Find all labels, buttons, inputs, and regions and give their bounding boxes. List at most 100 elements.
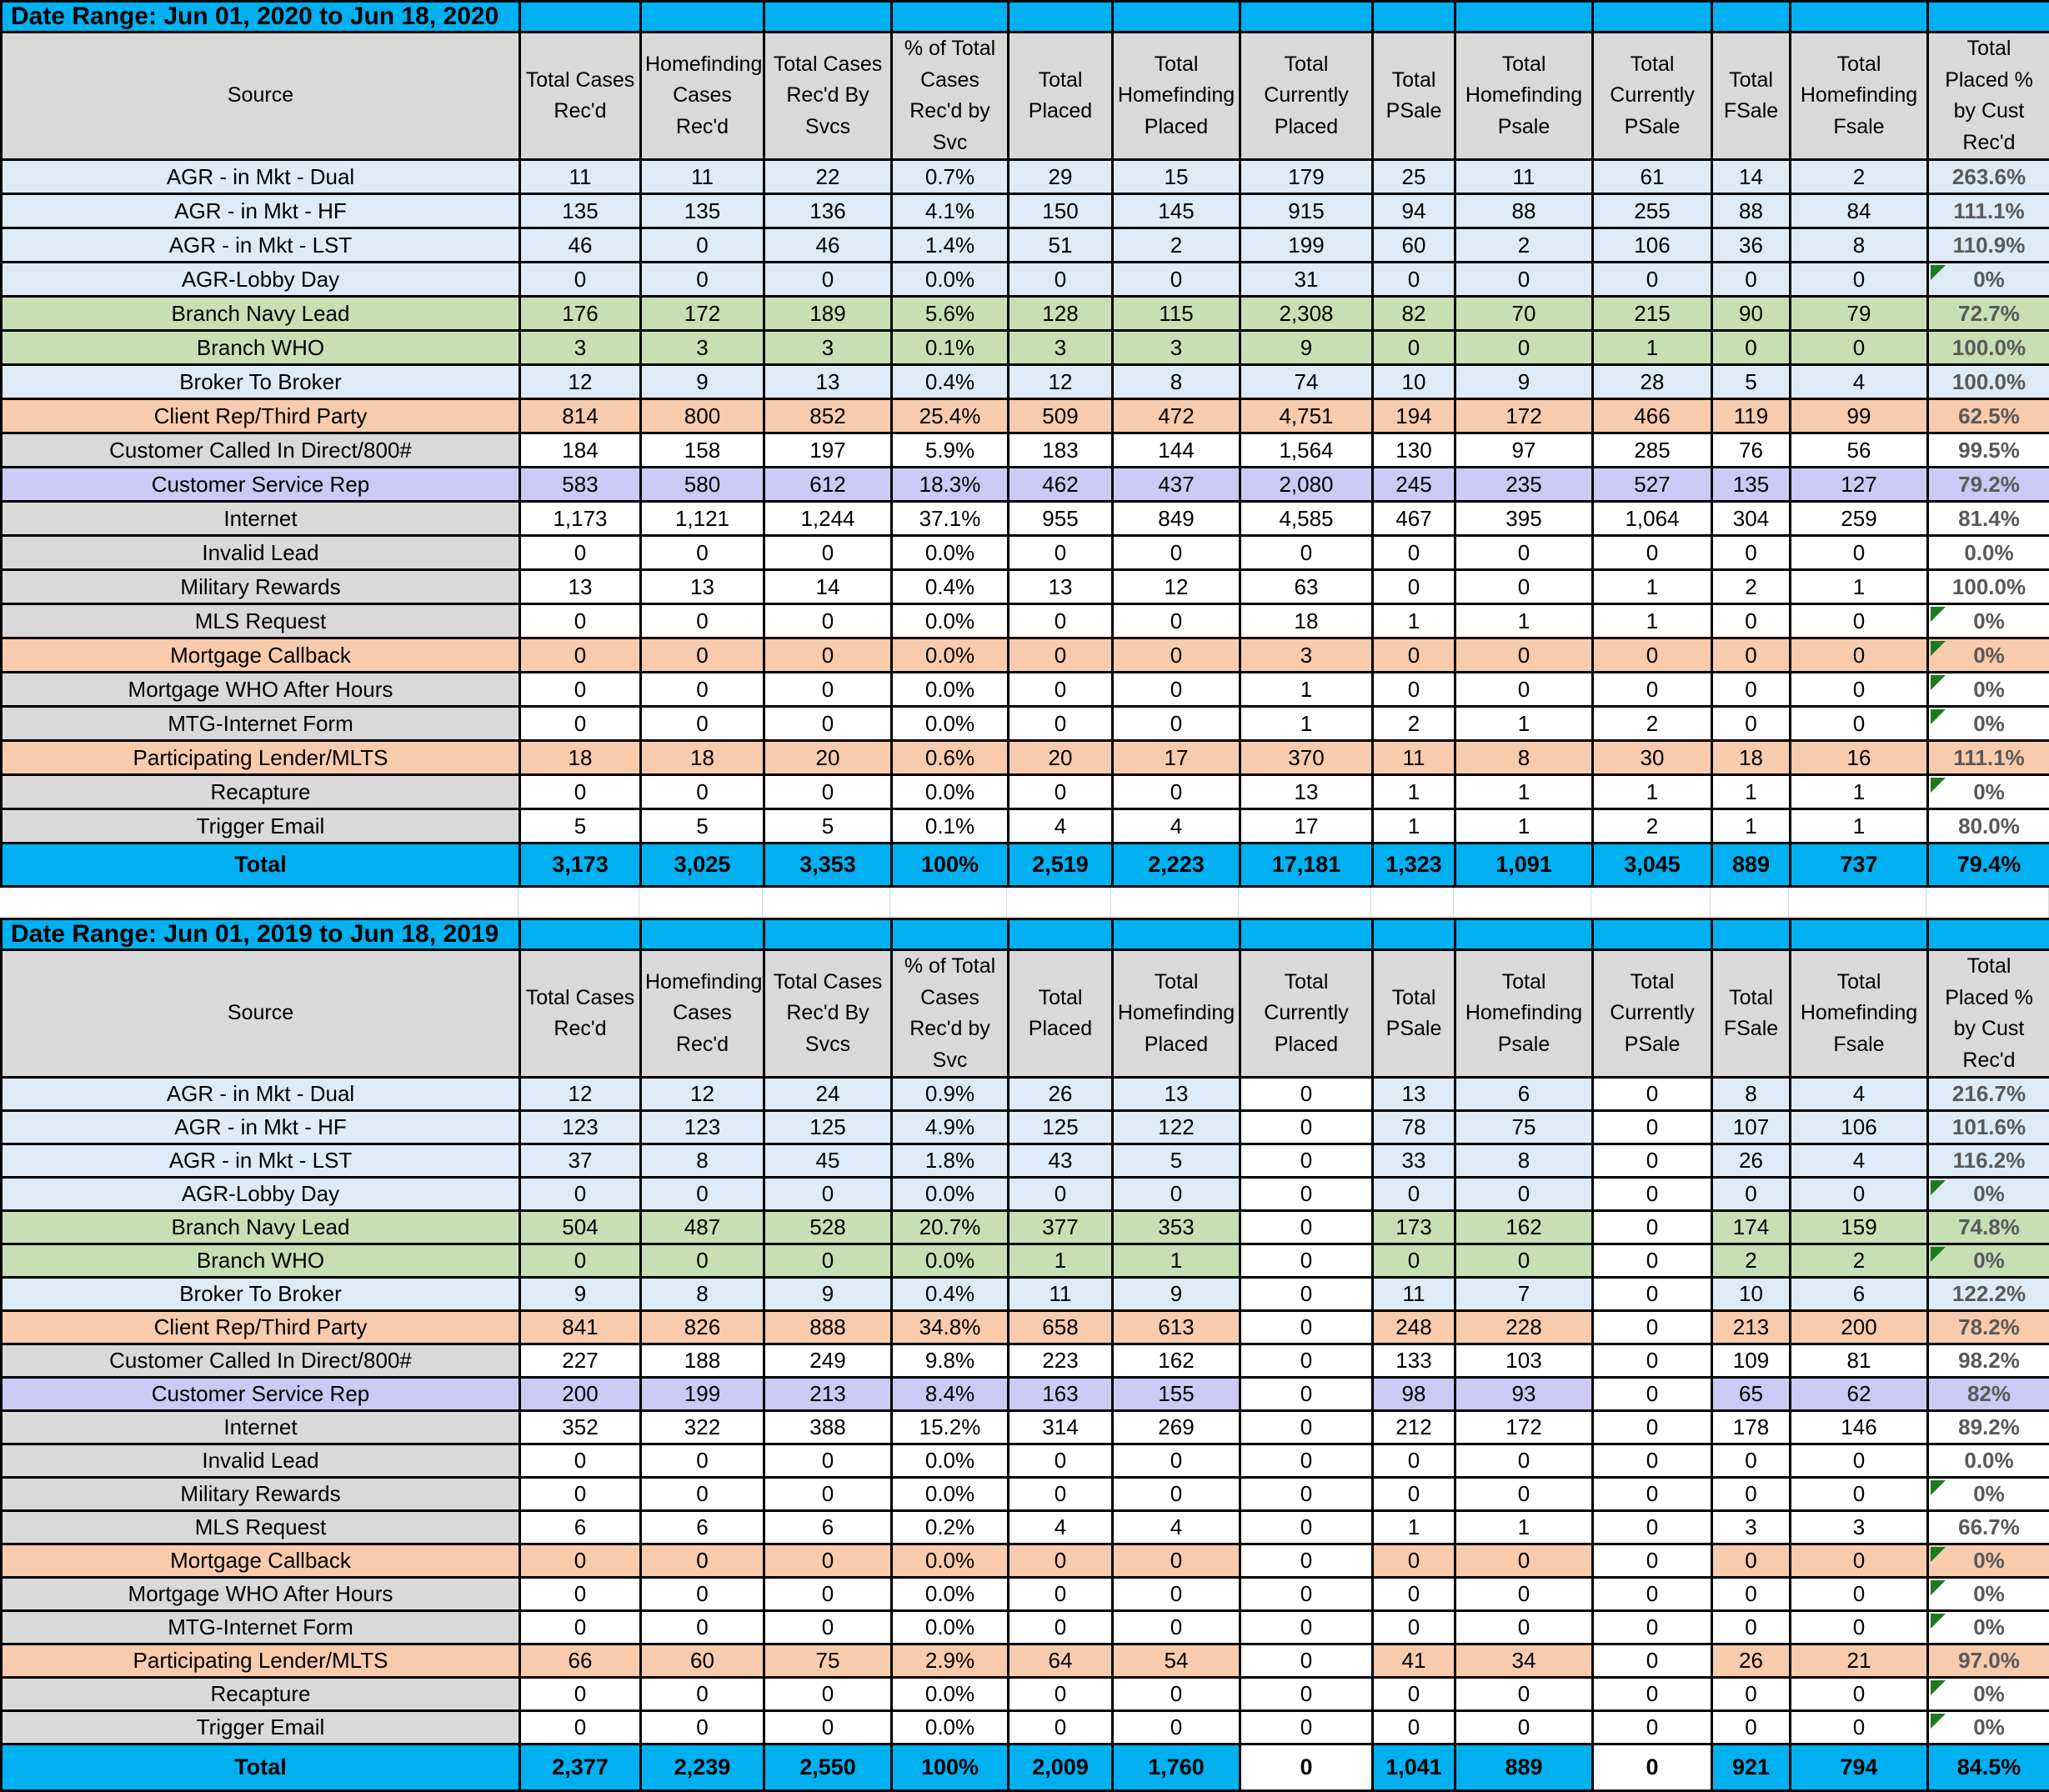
empty-spreadsheet-cell[interactable] [1111, 888, 1239, 918]
column-header[interactable]: Total Currently Placed [1240, 950, 1373, 1078]
value-cell[interactable]: 849 [1113, 502, 1240, 536]
empty-spreadsheet-cell[interactable] [1007, 888, 1111, 918]
value-cell[interactable]: 1 [1373, 775, 1455, 809]
value-cell[interactable]: 0 [1373, 1711, 1455, 1744]
value-cell[interactable]: 9 [1113, 1278, 1240, 1311]
value-cell[interactable]: 0 [1373, 638, 1455, 673]
value-cell[interactable]: 79 [1791, 297, 1928, 331]
value-cell[interactable]: 0 [1593, 1478, 1712, 1511]
value-cell[interactable]: 0 [1373, 1611, 1455, 1644]
value-cell[interactable]: 13 [520, 570, 641, 604]
value-cell[interactable]: 0 [764, 775, 892, 809]
value-cell[interactable]: 1 [1455, 604, 1593, 638]
value-cell[interactable]: 93 [1455, 1378, 1593, 1411]
value-cell[interactable]: 0.9% [892, 1078, 1009, 1111]
value-cell[interactable]: 0 [1240, 1378, 1373, 1411]
value-cell[interactable]: 0 [1240, 1611, 1373, 1644]
column-header[interactable]: Total Cases Rec'd [520, 33, 641, 160]
column-header[interactable]: Total Homefinding Psale [1455, 950, 1593, 1078]
value-cell[interactable]: 13 [1113, 1078, 1240, 1111]
value-cell[interactable]: 353 [1113, 1211, 1240, 1244]
column-header[interactable]: Total Homefinding Fsale [1791, 33, 1928, 160]
value-cell[interactable]: 1,121 [641, 502, 764, 536]
value-cell[interactable]: 0 [1791, 673, 1928, 707]
value-cell[interactable]: 11 [1373, 1278, 1455, 1311]
empty-spreadsheet-cell[interactable] [1926, 888, 2049, 918]
source-cell[interactable]: MLS Request [2, 604, 520, 638]
banner-cell[interactable] [1712, 919, 1791, 950]
column-header[interactable]: Total Currently Placed [1240, 33, 1373, 160]
value-cell[interactable]: 13 [641, 570, 764, 604]
pct-cell[interactable]: 66.7% [1928, 1511, 2049, 1544]
value-cell[interactable]: 0 [641, 1578, 764, 1611]
total-value-cell[interactable]: 2,550 [764, 1744, 892, 1791]
value-cell[interactable]: 11 [1373, 741, 1455, 775]
value-cell[interactable]: 107 [1712, 1111, 1791, 1144]
value-cell[interactable]: 4.1% [892, 194, 1009, 228]
value-cell[interactable]: 0 [1373, 1578, 1455, 1611]
source-cell[interactable]: Branch Navy Lead [2, 1211, 520, 1244]
value-cell[interactable]: 504 [520, 1211, 641, 1244]
source-cell[interactable]: Mortgage Callback [2, 638, 520, 673]
value-cell[interactable]: 0.0% [892, 263, 1009, 297]
value-cell[interactable]: 0 [1240, 1211, 1373, 1244]
value-cell[interactable]: 75 [764, 1644, 892, 1678]
value-cell[interactable]: 304 [1712, 502, 1791, 536]
value-cell[interactable]: 1 [1455, 1511, 1593, 1544]
value-cell[interactable]: 0 [1009, 673, 1113, 707]
total-value-cell[interactable]: 100% [892, 843, 1009, 887]
pct-cell[interactable]: 111.1% [1928, 741, 2049, 775]
value-cell[interactable]: 0 [1373, 1544, 1455, 1578]
value-cell[interactable]: 0 [641, 1444, 764, 1478]
value-cell[interactable]: 0 [1373, 331, 1455, 365]
value-cell[interactable]: 377 [1009, 1211, 1113, 1244]
value-cell[interactable]: 0 [1373, 673, 1455, 707]
value-cell[interactable]: 0 [1593, 1611, 1712, 1644]
total-value-cell[interactable]: 17,181 [1240, 843, 1373, 887]
value-cell[interactable]: 0 [764, 1478, 892, 1511]
value-cell[interactable]: 28 [1593, 365, 1712, 399]
source-cell[interactable]: Internet [2, 502, 520, 536]
value-cell[interactable]: 213 [1712, 1311, 1791, 1344]
value-cell[interactable]: 2 [1712, 570, 1791, 604]
value-cell[interactable]: 24 [764, 1078, 892, 1111]
source-cell[interactable]: Internet [2, 1411, 520, 1444]
value-cell[interactable]: 0 [1593, 1244, 1712, 1278]
value-cell[interactable]: 127 [1791, 468, 1928, 502]
value-cell[interactable]: 0 [1113, 1178, 1240, 1211]
value-cell[interactable]: 172 [641, 297, 764, 331]
value-cell[interactable]: 509 [1009, 399, 1113, 433]
value-cell[interactable]: 1 [1373, 1511, 1455, 1544]
value-cell[interactable]: 2 [1373, 707, 1455, 741]
banner-cell[interactable] [1455, 2, 1593, 33]
value-cell[interactable]: 0 [1113, 1678, 1240, 1711]
column-header[interactable]: Total PSale [1373, 33, 1455, 160]
value-cell[interactable]: 0 [641, 228, 764, 263]
source-cell[interactable]: AGR-Lobby Day [2, 263, 520, 297]
value-cell[interactable]: 162 [1455, 1211, 1593, 1244]
value-cell[interactable]: 0 [1455, 1678, 1593, 1711]
empty-spreadsheet-cell[interactable] [763, 888, 890, 918]
value-cell[interactable]: 6 [1455, 1078, 1593, 1111]
total-value-cell[interactable]: 3,353 [764, 843, 892, 887]
total-value-cell[interactable]: 2,519 [1009, 843, 1113, 887]
value-cell[interactable]: 0 [1712, 1444, 1791, 1478]
empty-spreadsheet-cell[interactable] [1454, 888, 1591, 918]
value-cell[interactable]: 0 [1113, 638, 1240, 673]
value-cell[interactable]: 0 [1712, 331, 1791, 365]
value-cell[interactable]: 0.0% [892, 1244, 1009, 1278]
value-cell[interactable]: 0.0% [892, 1578, 1009, 1611]
total-value-cell[interactable]: 921 [1712, 1744, 1791, 1791]
value-cell[interactable]: 106 [1593, 228, 1712, 263]
value-cell[interactable]: 9 [764, 1278, 892, 1311]
pct-cell[interactable]: 100.0% [1928, 570, 2049, 604]
value-cell[interactable]: 176 [520, 297, 641, 331]
total-value-cell[interactable]: 1,760 [1113, 1744, 1240, 1791]
value-cell[interactable]: 136 [764, 194, 892, 228]
value-cell[interactable]: 235 [1455, 468, 1593, 502]
value-cell[interactable]: 0 [1791, 1444, 1928, 1478]
value-cell[interactable]: 18 [1240, 604, 1373, 638]
value-cell[interactable]: 88 [1712, 194, 1791, 228]
value-cell[interactable]: 0.0% [892, 1478, 1009, 1511]
column-header[interactable]: Total Currently PSale [1593, 950, 1712, 1078]
